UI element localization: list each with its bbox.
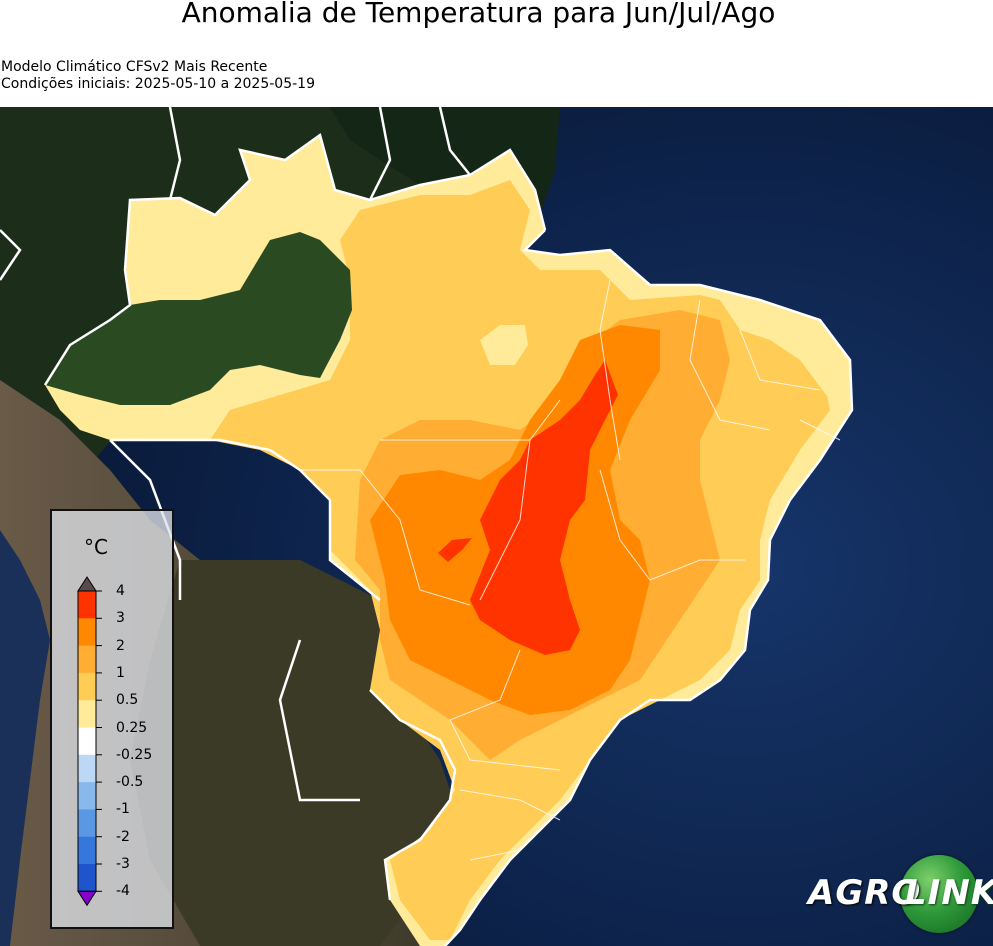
legend-tick-label: 3 (116, 610, 125, 627)
map-subtitle: Modelo Climático CFSv2 Mais Recente Cond… (1, 59, 315, 93)
agrolink-logo: AGRO LINK (806, 852, 993, 934)
legend-tick-label: -3 (116, 856, 130, 872)
anomaly-core-3 (470, 360, 618, 655)
legend-color-segment (78, 645, 96, 674)
legend-color-bar (77, 576, 102, 907)
brazil-coastline (444, 229, 854, 946)
logo-text-agro: AGRO (808, 873, 922, 913)
legend-color-segment (78, 591, 96, 619)
legend-color-segment (78, 700, 96, 728)
legend-tick-label: 0.25 (116, 719, 148, 736)
legend-tick-label: -4 (116, 883, 130, 900)
pacific-coast (0, 530, 50, 946)
state-borders (300, 279, 841, 861)
logo-globe-icon (900, 855, 978, 933)
legend-color-segment (78, 754, 96, 783)
color-scale-legend: °C 4 3 2 1 0.5 0.25 -0.25 -0.5 -1 -2 -3 -4 (50, 509, 174, 929)
legend-tick-label: -0.5 (116, 774, 144, 791)
central-pale-spot (480, 325, 528, 365)
northeast-pale-area (720, 300, 848, 410)
legend-under-triangle (77, 890, 97, 907)
map-title: Anomalia de Temperatura para Jun/Jul/Ago (181, 0, 776, 29)
legend-tick-label: 0.5 (116, 692, 139, 709)
legend-over-triangle (77, 576, 97, 592)
legend-tick-label: -1 (116, 801, 130, 818)
country-borders (0, 107, 547, 901)
legend-tick-label: 4 (116, 583, 125, 599)
legend-tick-label: 1 (116, 664, 125, 681)
legend-color-segment (78, 727, 96, 756)
amazon-green-area (45, 232, 352, 405)
legend-color-segment (78, 672, 96, 701)
legend-color-segment (78, 836, 96, 865)
model-name: Modelo Climático CFSv2 Mais Recente (1, 59, 268, 75)
legend-unit-label: °C (84, 535, 108, 559)
legend-bar-outline (77, 590, 97, 892)
legend-color-segment (78, 782, 96, 810)
legend-color-segment (78, 618, 96, 647)
logo-text-link: LINK (905, 873, 993, 913)
initial-conditions: Condições iniciais: 2025-05-10 a 2025-05… (1, 76, 315, 92)
anomaly-core-small (438, 538, 472, 562)
legend-tick-label: -0.25 (116, 746, 153, 763)
legend-tick-label: 2 (116, 637, 125, 654)
legend-color-segment (78, 809, 96, 838)
legend-color-segment (78, 864, 96, 892)
legend-tick-label: -2 (116, 828, 130, 845)
